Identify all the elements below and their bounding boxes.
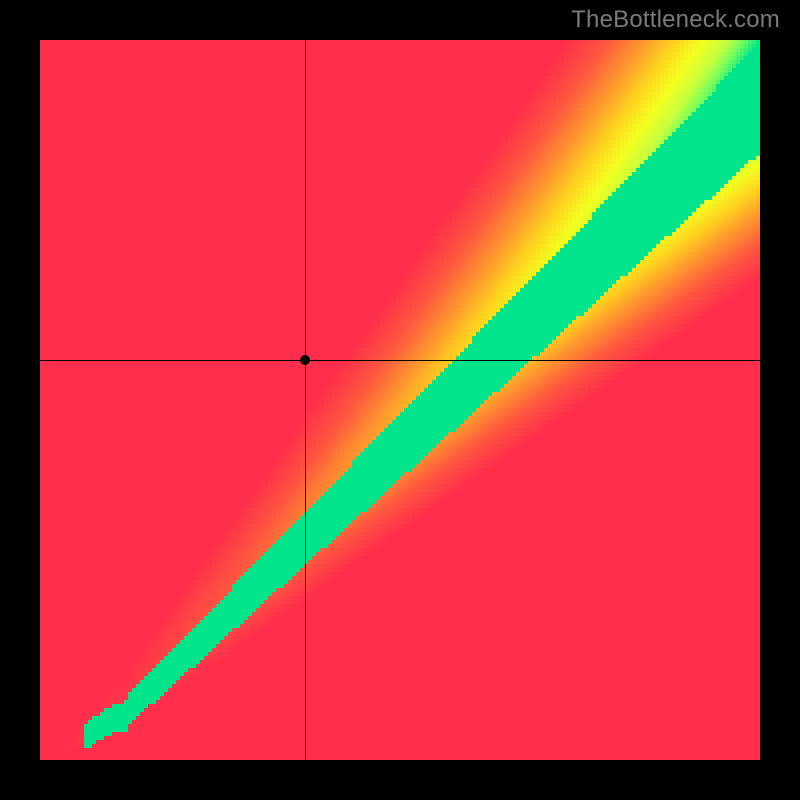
data-point-marker	[300, 355, 310, 365]
heatmap-canvas	[40, 40, 760, 760]
heatmap-plot	[40, 40, 760, 760]
crosshair-vertical	[305, 40, 306, 760]
watermark-text: TheBottleneck.com	[571, 6, 780, 34]
crosshair-horizontal	[40, 360, 760, 361]
